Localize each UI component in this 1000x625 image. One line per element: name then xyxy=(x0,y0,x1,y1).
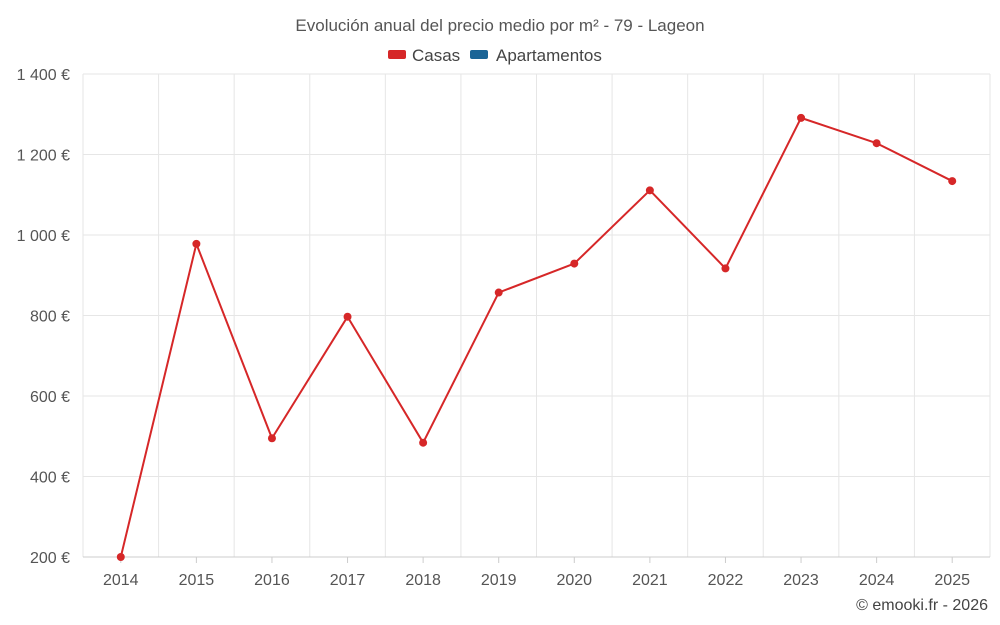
series-line-casas xyxy=(119,116,953,558)
x-tick-label: 2020 xyxy=(556,572,592,589)
y-tick-label: 400 € xyxy=(30,470,70,487)
grid xyxy=(82,73,991,557)
x-axis: 2014 2015 2016 2017 2018 2019 2020 2021 2022 2023… xyxy=(83,556,990,589)
data-point-casas[interactable] xyxy=(645,186,654,195)
y-tick-label: 1 200 € xyxy=(17,148,70,165)
legend-item-casas[interactable]: Casas xyxy=(388,46,460,65)
data-point-casas[interactable] xyxy=(192,239,201,248)
x-tick-label: 2017 xyxy=(330,572,366,589)
legend: Casas Apartamentos xyxy=(388,46,602,65)
legend-swatch-casas xyxy=(388,50,406,59)
data-point-casas[interactable] xyxy=(116,553,125,561)
data-point-casas[interactable] xyxy=(797,113,806,122)
y-axis: 200 € 400 € 600 € 800 € 1 000 € 1 200 € 1 400 … xyxy=(17,67,70,567)
y-tick-label: 800 € xyxy=(30,309,70,326)
x-tick-label: 2014 xyxy=(103,572,139,589)
legend-swatch-apartamentos xyxy=(470,50,488,59)
credit-text: © emooki.fr - 2026 xyxy=(856,597,988,614)
legend-label-casas: Casas xyxy=(412,46,460,65)
data-point-casas[interactable] xyxy=(494,288,503,297)
series-casas xyxy=(116,113,957,561)
x-tick-label: 2022 xyxy=(708,572,744,589)
x-tick-label: 2021 xyxy=(632,572,668,589)
data-point-casas[interactable] xyxy=(872,139,881,148)
data-point-casas[interactable] xyxy=(570,259,579,268)
x-tick-label: 2024 xyxy=(859,572,895,589)
legend-label-apartamentos: Apartamentos xyxy=(496,46,602,65)
x-tick-label: 2025 xyxy=(934,572,970,589)
chart-title: Evolución anual del precio medio por m² … xyxy=(295,16,704,35)
y-tick-label: 1 400 € xyxy=(17,67,70,84)
y-tick-label: 600 € xyxy=(30,389,70,406)
legend-item-apartamentos[interactable]: Apartamentos xyxy=(470,46,602,65)
y-tick-label: 200 € xyxy=(30,550,70,567)
x-tick-label: 2016 xyxy=(254,572,290,589)
x-tick-label: 2018 xyxy=(405,572,441,589)
data-point-casas[interactable] xyxy=(267,434,276,443)
y-tick-label: 1 000 € xyxy=(17,228,70,245)
x-tick-label: 2023 xyxy=(783,572,819,589)
data-point-casas[interactable] xyxy=(419,438,428,447)
data-point-casas[interactable] xyxy=(948,177,957,186)
data-point-casas[interactable] xyxy=(343,312,352,321)
data-point-casas[interactable] xyxy=(721,264,730,273)
x-tick-label: 2019 xyxy=(481,572,517,589)
x-tick-label: 2015 xyxy=(179,572,215,589)
